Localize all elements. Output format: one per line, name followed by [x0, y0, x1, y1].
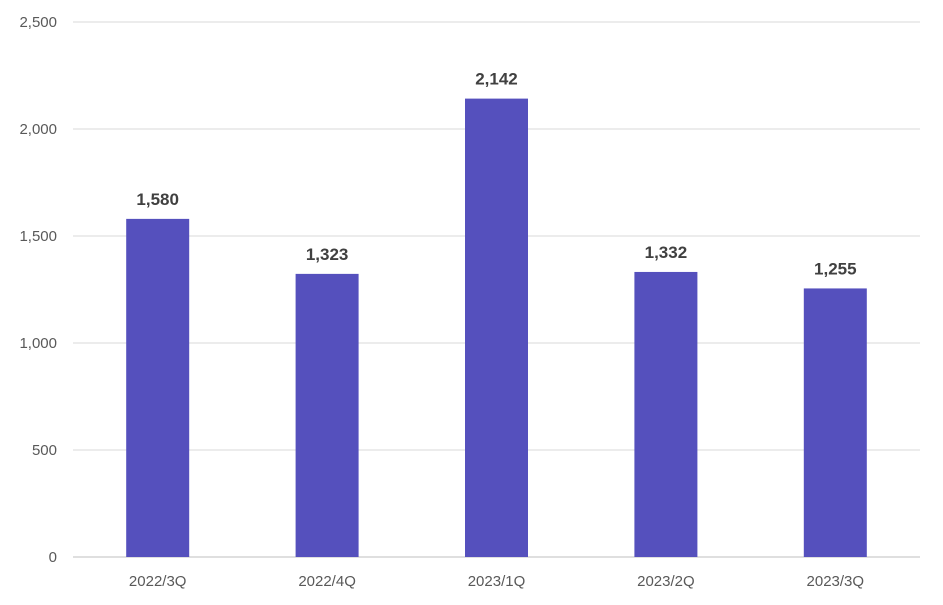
x-tick-label: 2022/3Q [129, 573, 187, 590]
data-label: 1,323 [306, 245, 349, 264]
data-label: 1,332 [645, 243, 688, 262]
x-tick-label: 2023/3Q [807, 573, 865, 590]
bar [126, 218, 190, 557]
y-tick-label: 500 [32, 442, 57, 459]
y-tick-label: 1,500 [19, 228, 57, 245]
x-tick-label: 2022/4Q [298, 573, 356, 590]
bars [126, 98, 867, 557]
bar [295, 273, 359, 557]
bar [634, 271, 698, 557]
data-label: 1,580 [136, 190, 179, 209]
y-tick-label: 2,000 [19, 121, 57, 138]
bar [465, 98, 528, 557]
x-tick-label: 2023/2Q [637, 573, 695, 590]
y-tick-label: 2,500 [19, 14, 57, 31]
bar [803, 288, 867, 557]
x-axis-ticks: 2022/3Q 2022/4Q 2023/1Q 2023/2Q 2023/3Q [129, 573, 864, 590]
data-labels: 1,580 1,323 2,142 1,332 1,255 [136, 70, 856, 279]
y-axis-ticks: 0 500 1,000 1,500 2,000 2,500 [19, 14, 57, 566]
x-tick-label: 2023/1Q [468, 573, 526, 590]
y-tick-label: 1,000 [19, 335, 57, 352]
y-tick-label: 0 [49, 549, 57, 566]
data-label: 1,255 [814, 259, 857, 278]
data-label: 2,142 [475, 70, 518, 89]
